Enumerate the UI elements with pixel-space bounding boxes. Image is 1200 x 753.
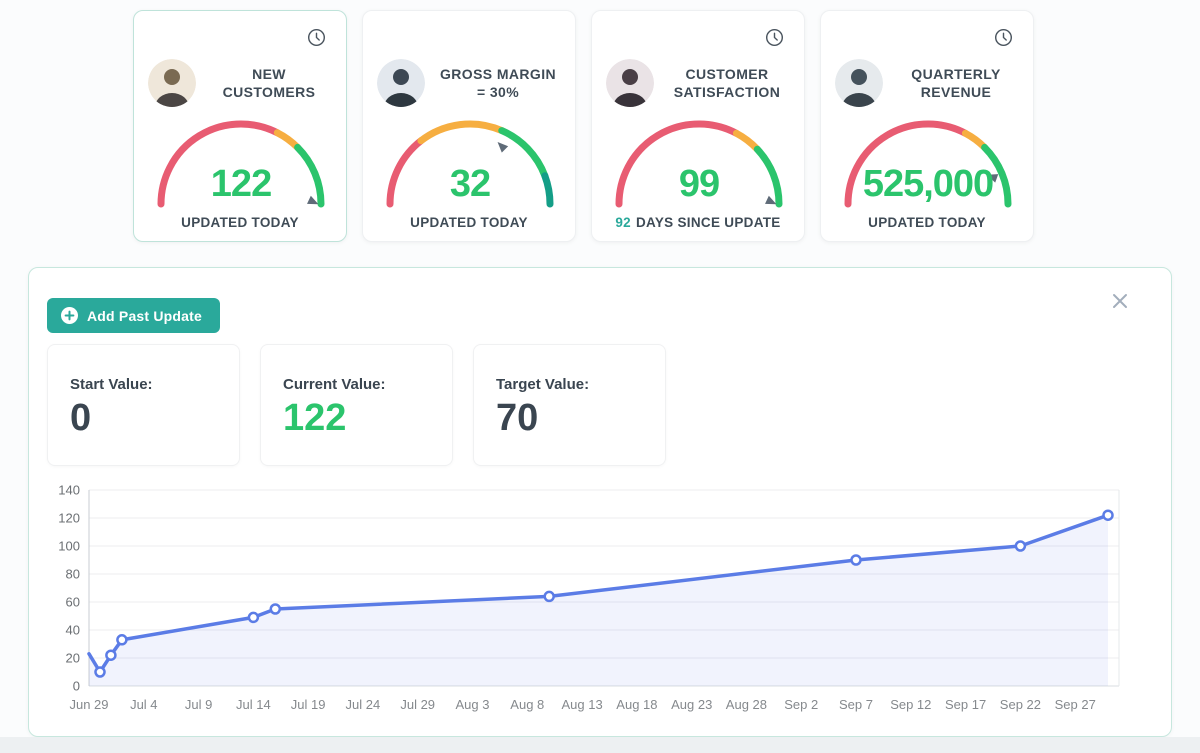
page-bottom-strip xyxy=(0,737,1200,753)
kpi-title: GROSS MARGIN = 30% xyxy=(439,65,557,100)
kpi-status: UPDATED TODAY xyxy=(363,215,575,230)
target-value-label: Target Value: xyxy=(496,376,590,393)
x-tick-label: Aug 28 xyxy=(726,697,767,712)
clock-icon[interactable] xyxy=(994,28,1013,47)
x-tick-label: Jun 29 xyxy=(69,697,108,712)
status-text: UPDATED TODAY xyxy=(181,215,299,230)
kpi-card-customer-satisfaction[interactable]: CUSTOMER SATISFACTION 99 92 DAYS SINCE UP… xyxy=(591,10,805,242)
gauge-arc xyxy=(386,120,554,208)
x-tick-label: Jul 29 xyxy=(400,697,435,712)
chart-point[interactable] xyxy=(1102,509,1114,521)
x-tick-label: Sep 17 xyxy=(945,697,986,712)
plus-circle-icon xyxy=(61,307,78,324)
x-tick-label: Aug 18 xyxy=(616,697,657,712)
y-tick-label: 140 xyxy=(58,483,80,498)
kpi-value: 525,000 xyxy=(862,163,994,205)
clock-icon[interactable] xyxy=(307,28,326,47)
kpi-value: 99 xyxy=(678,163,720,205)
x-tick-label: Sep 12 xyxy=(890,697,931,712)
x-tick-label: Aug 23 xyxy=(671,697,712,712)
target-value: 70 xyxy=(496,397,539,439)
chart-point[interactable] xyxy=(105,649,117,661)
y-tick-label: 120 xyxy=(58,511,80,526)
avatar-photo xyxy=(148,59,196,107)
kpi-cards-row: NEW CUSTOMERS 122 UPDATED TODAY GROSS MA… xyxy=(133,10,1034,242)
kpi-card-gross-margin[interactable]: GROSS MARGIN = 30% 32 UPDATED TODAY xyxy=(362,10,576,242)
kpi-title: NEW CUSTOMERS xyxy=(222,65,316,100)
avatar-photo xyxy=(606,59,654,107)
x-tick-label: Jul 24 xyxy=(346,697,381,712)
x-tick-label: Aug 8 xyxy=(510,697,544,712)
status-text: UPDATED TODAY xyxy=(868,215,986,230)
x-tick-label: Aug 13 xyxy=(561,697,602,712)
target-value-box: Target Value: 70 xyxy=(473,344,666,466)
avatar-photo xyxy=(377,59,425,107)
gauge-arc xyxy=(844,120,1012,208)
chart-point[interactable] xyxy=(850,554,862,566)
add-past-update-button[interactable]: Add Past Update xyxy=(47,298,221,333)
start-value-label: Start Value: xyxy=(70,376,153,393)
kpi-detail-panel: Add Past Update Start Value: 0 Current V… xyxy=(28,267,1172,737)
clock-icon[interactable] xyxy=(765,28,784,47)
kpi-title: QUARTERLY REVENUE xyxy=(911,65,1001,100)
status-days-count: 92 xyxy=(615,215,631,230)
current-value-label: Current Value: xyxy=(283,376,386,393)
current-value-box: Current Value: 122 xyxy=(260,344,453,466)
gauge-pointer-icon xyxy=(986,174,999,183)
gauge-pointer-icon xyxy=(765,195,777,205)
chart-point[interactable] xyxy=(116,634,128,646)
kpi-card-quarterly-revenue[interactable]: QUARTERLY REVENUE 525,000 UPDATED TODAY xyxy=(820,10,1034,242)
y-tick-label: 80 xyxy=(66,567,80,582)
y-tick-label: 20 xyxy=(66,651,80,666)
kpi-status: 92 DAYS SINCE UPDATE xyxy=(592,215,804,230)
avatar-photo xyxy=(835,59,883,107)
current-value: 122 xyxy=(283,397,347,439)
kpi-value: 32 xyxy=(449,163,491,205)
x-tick-label: Sep 27 xyxy=(1055,697,1096,712)
y-tick-label: 60 xyxy=(66,595,80,610)
chart-point[interactable] xyxy=(94,666,106,678)
kpi-card-new-customers[interactable]: NEW CUSTOMERS 122 UPDATED TODAY xyxy=(133,10,347,242)
chart-point[interactable] xyxy=(1014,540,1027,552)
kpi-status: UPDATED TODAY xyxy=(821,215,1033,230)
kpi-status: UPDATED TODAY xyxy=(134,215,346,230)
gauge-arc xyxy=(157,120,325,208)
x-tick-label: Jul 9 xyxy=(185,697,212,712)
status-text: DAYS SINCE UPDATE xyxy=(635,215,781,230)
value-summary-row: Start Value: 0 Current Value: 122 Target… xyxy=(47,344,666,466)
chart-point[interactable] xyxy=(269,603,282,615)
x-tick-label: Jul 19 xyxy=(291,697,326,712)
start-value-box: Start Value: 0 xyxy=(47,344,240,466)
add-button-label: Add Past Update xyxy=(87,307,203,324)
x-tick-label: Sep 22 xyxy=(1000,697,1041,712)
chart-point[interactable] xyxy=(543,590,555,603)
x-tick-label: Aug 3 xyxy=(456,697,490,712)
kpi-value: 122 xyxy=(210,163,272,205)
x-tick-label: Sep 7 xyxy=(839,697,873,712)
y-tick-label: 0 xyxy=(73,679,80,694)
start-value: 0 xyxy=(70,397,92,439)
x-tick-label: Jul 4 xyxy=(130,697,157,712)
chart-point[interactable] xyxy=(247,611,260,624)
gauge-pointer-icon xyxy=(307,195,319,205)
status-text: UPDATED TODAY xyxy=(410,215,528,230)
y-tick-label: 100 xyxy=(58,539,80,554)
kpi-title: CUSTOMER SATISFACTION xyxy=(673,65,781,100)
close-icon[interactable] xyxy=(1111,292,1129,310)
x-tick-label: Jul 14 xyxy=(236,697,271,712)
x-tick-label: Sep 2 xyxy=(784,697,818,712)
update-history-chart: 0 20 40 60 80 100 120 140 Jun 29 Jul 4 Jul 9 Jul 14… xyxy=(58,483,1120,712)
gauge-arc xyxy=(615,120,783,208)
gauge-pointer-icon xyxy=(497,141,509,153)
y-tick-label: 40 xyxy=(66,623,80,638)
